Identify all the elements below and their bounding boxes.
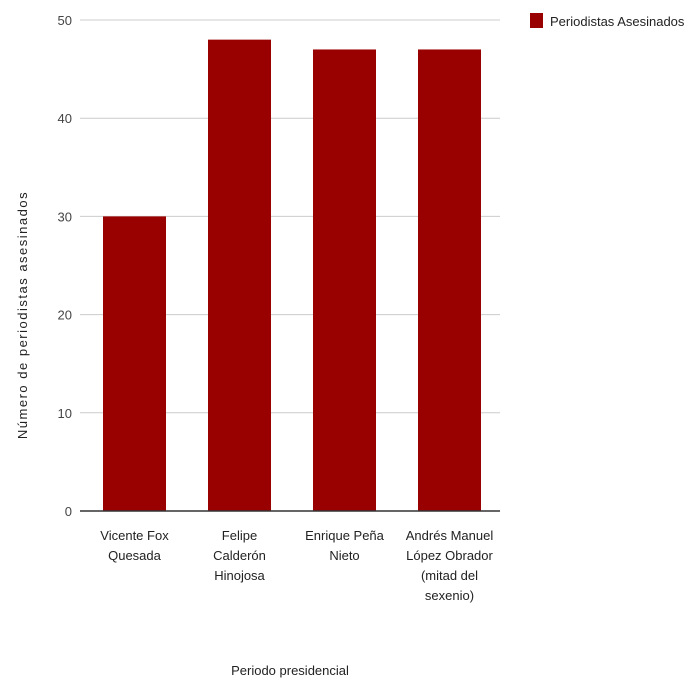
legend[interactable]: Periodistas Asesinados <box>530 13 685 29</box>
bars <box>103 39 481 512</box>
bar[interactable] <box>313 49 376 512</box>
legend-swatch <box>530 13 543 28</box>
y-axis-ticks: 0 10 20 30 40 50 <box>58 13 72 519</box>
y-tick-label: 20 <box>58 308 72 323</box>
bar[interactable] <box>103 216 166 511</box>
bar[interactable] <box>418 49 481 512</box>
x-category-label: Andrés Manuel López Obrador (mitad del sexe… <box>406 528 494 603</box>
legend-label: Periodistas Asesinados <box>550 14 685 29</box>
x-category-label: Vicente Fox Quesada <box>100 528 169 563</box>
x-category-label: Felipe Calderón Hinojosa <box>213 528 266 583</box>
y-tick-label: 30 <box>58 209 72 224</box>
bar[interactable] <box>208 39 271 511</box>
x-category-label: Enrique Peña Nieto <box>305 528 385 563</box>
y-tick-label: 40 <box>58 111 72 126</box>
y-tick-label: 50 <box>58 13 72 28</box>
x-axis-category-labels: Vicente Fox Quesada Felipe Calderón Hinojosa… <box>100 528 493 603</box>
y-axis-title: Número de periodistas asesinados <box>15 191 30 439</box>
y-tick-label: 0 <box>65 504 72 519</box>
y-tick-label: 10 <box>58 406 72 421</box>
x-axis-title: Periodo presidencial <box>231 663 349 678</box>
